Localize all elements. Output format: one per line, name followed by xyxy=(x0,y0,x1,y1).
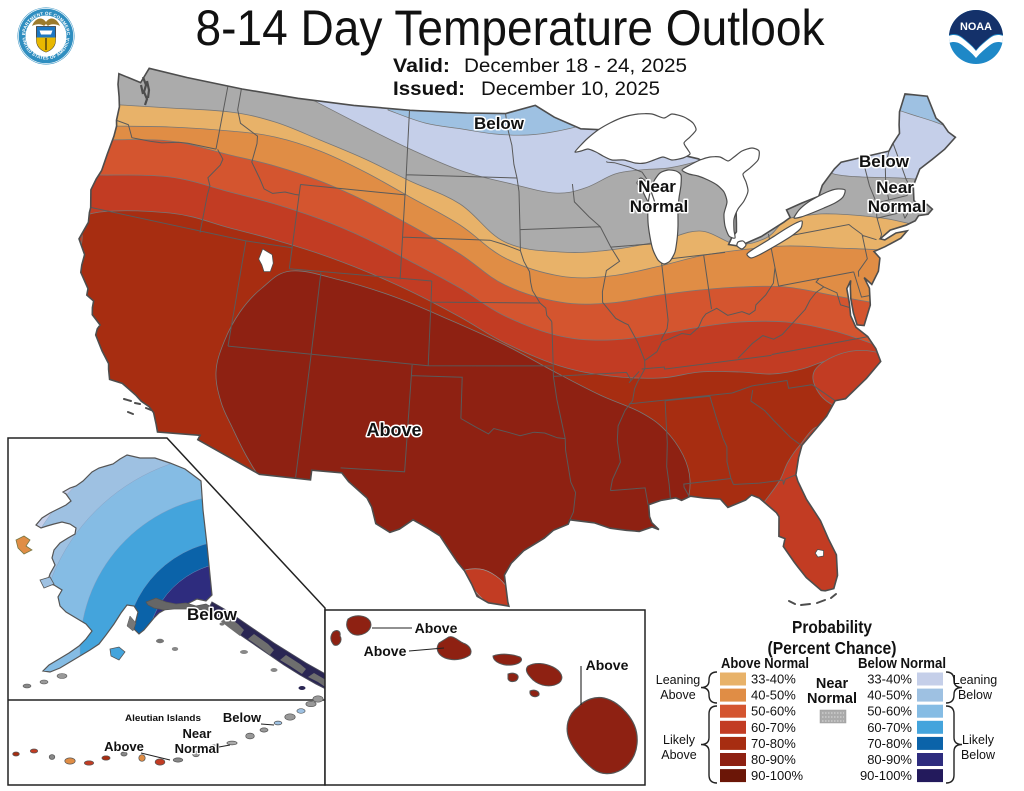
svg-text:40-50%: 40-50% xyxy=(867,688,912,703)
svg-text:Below: Below xyxy=(958,688,993,702)
svg-text:Aleutian Islands: Aleutian Islands xyxy=(125,713,201,724)
svg-text:December 18 - 24, 2025: December 18 - 24, 2025 xyxy=(464,55,687,77)
svg-text:Above: Above xyxy=(364,643,407,659)
svg-text:33-40%: 33-40% xyxy=(867,672,912,687)
svg-text:90-100%: 90-100% xyxy=(751,768,803,783)
svg-text:Above: Above xyxy=(104,739,144,754)
svg-text:Likely: Likely xyxy=(663,733,696,747)
svg-text:Below: Below xyxy=(474,114,525,133)
svg-text:Above: Above xyxy=(366,420,421,440)
svg-text:Above: Above xyxy=(586,657,629,673)
svg-text:NOAA: NOAA xyxy=(960,21,992,33)
svg-text:80-90%: 80-90% xyxy=(867,752,912,767)
svg-text:Above: Above xyxy=(415,620,458,636)
svg-text:Near: Near xyxy=(183,726,212,741)
svg-text:Near: Near xyxy=(876,178,914,197)
svg-text:Likely: Likely xyxy=(962,733,995,747)
svg-text:Below: Below xyxy=(859,152,910,171)
svg-text:Above: Above xyxy=(660,688,695,702)
svg-text:Issued:: Issued: xyxy=(393,78,465,100)
svg-text:50-60%: 50-60% xyxy=(751,704,796,719)
svg-text:Below: Below xyxy=(223,710,262,725)
svg-text:80-90%: 80-90% xyxy=(751,752,796,767)
svg-text:Near: Near xyxy=(816,676,849,692)
svg-text:Leaning: Leaning xyxy=(953,673,998,687)
svg-text:60-70%: 60-70% xyxy=(751,720,796,735)
svg-text:Normal: Normal xyxy=(630,197,689,216)
svg-text:December 10, 2025: December 10, 2025 xyxy=(481,78,660,100)
svg-text:90-100%: 90-100% xyxy=(860,768,912,783)
svg-text:33-40%: 33-40% xyxy=(751,672,796,687)
svg-text:Normal: Normal xyxy=(868,197,927,216)
svg-text:(Percent Chance): (Percent Chance) xyxy=(768,638,897,658)
svg-text:Leaning: Leaning xyxy=(656,673,701,687)
svg-text:50-60%: 50-60% xyxy=(867,704,912,719)
svg-text:70-80%: 70-80% xyxy=(867,736,912,751)
svg-text:Near: Near xyxy=(638,177,676,196)
svg-text:Below: Below xyxy=(187,605,238,624)
svg-text:Valid:: Valid: xyxy=(393,55,450,77)
svg-text:Above: Above xyxy=(661,748,696,762)
svg-text:60-70%: 60-70% xyxy=(867,720,912,735)
svg-text:40-50%: 40-50% xyxy=(751,688,796,703)
svg-text:Probability: Probability xyxy=(792,617,872,637)
svg-text:Below: Below xyxy=(961,748,996,762)
svg-text:70-80%: 70-80% xyxy=(751,736,796,751)
svg-text:Normal: Normal xyxy=(175,741,220,756)
svg-text:Below Normal: Below Normal xyxy=(858,656,946,672)
svg-text:Normal: Normal xyxy=(807,691,857,707)
svg-text:8-14 Day Temperature Outlook: 8-14 Day Temperature Outlook xyxy=(196,0,826,56)
svg-text:Above Normal: Above Normal xyxy=(721,656,809,672)
